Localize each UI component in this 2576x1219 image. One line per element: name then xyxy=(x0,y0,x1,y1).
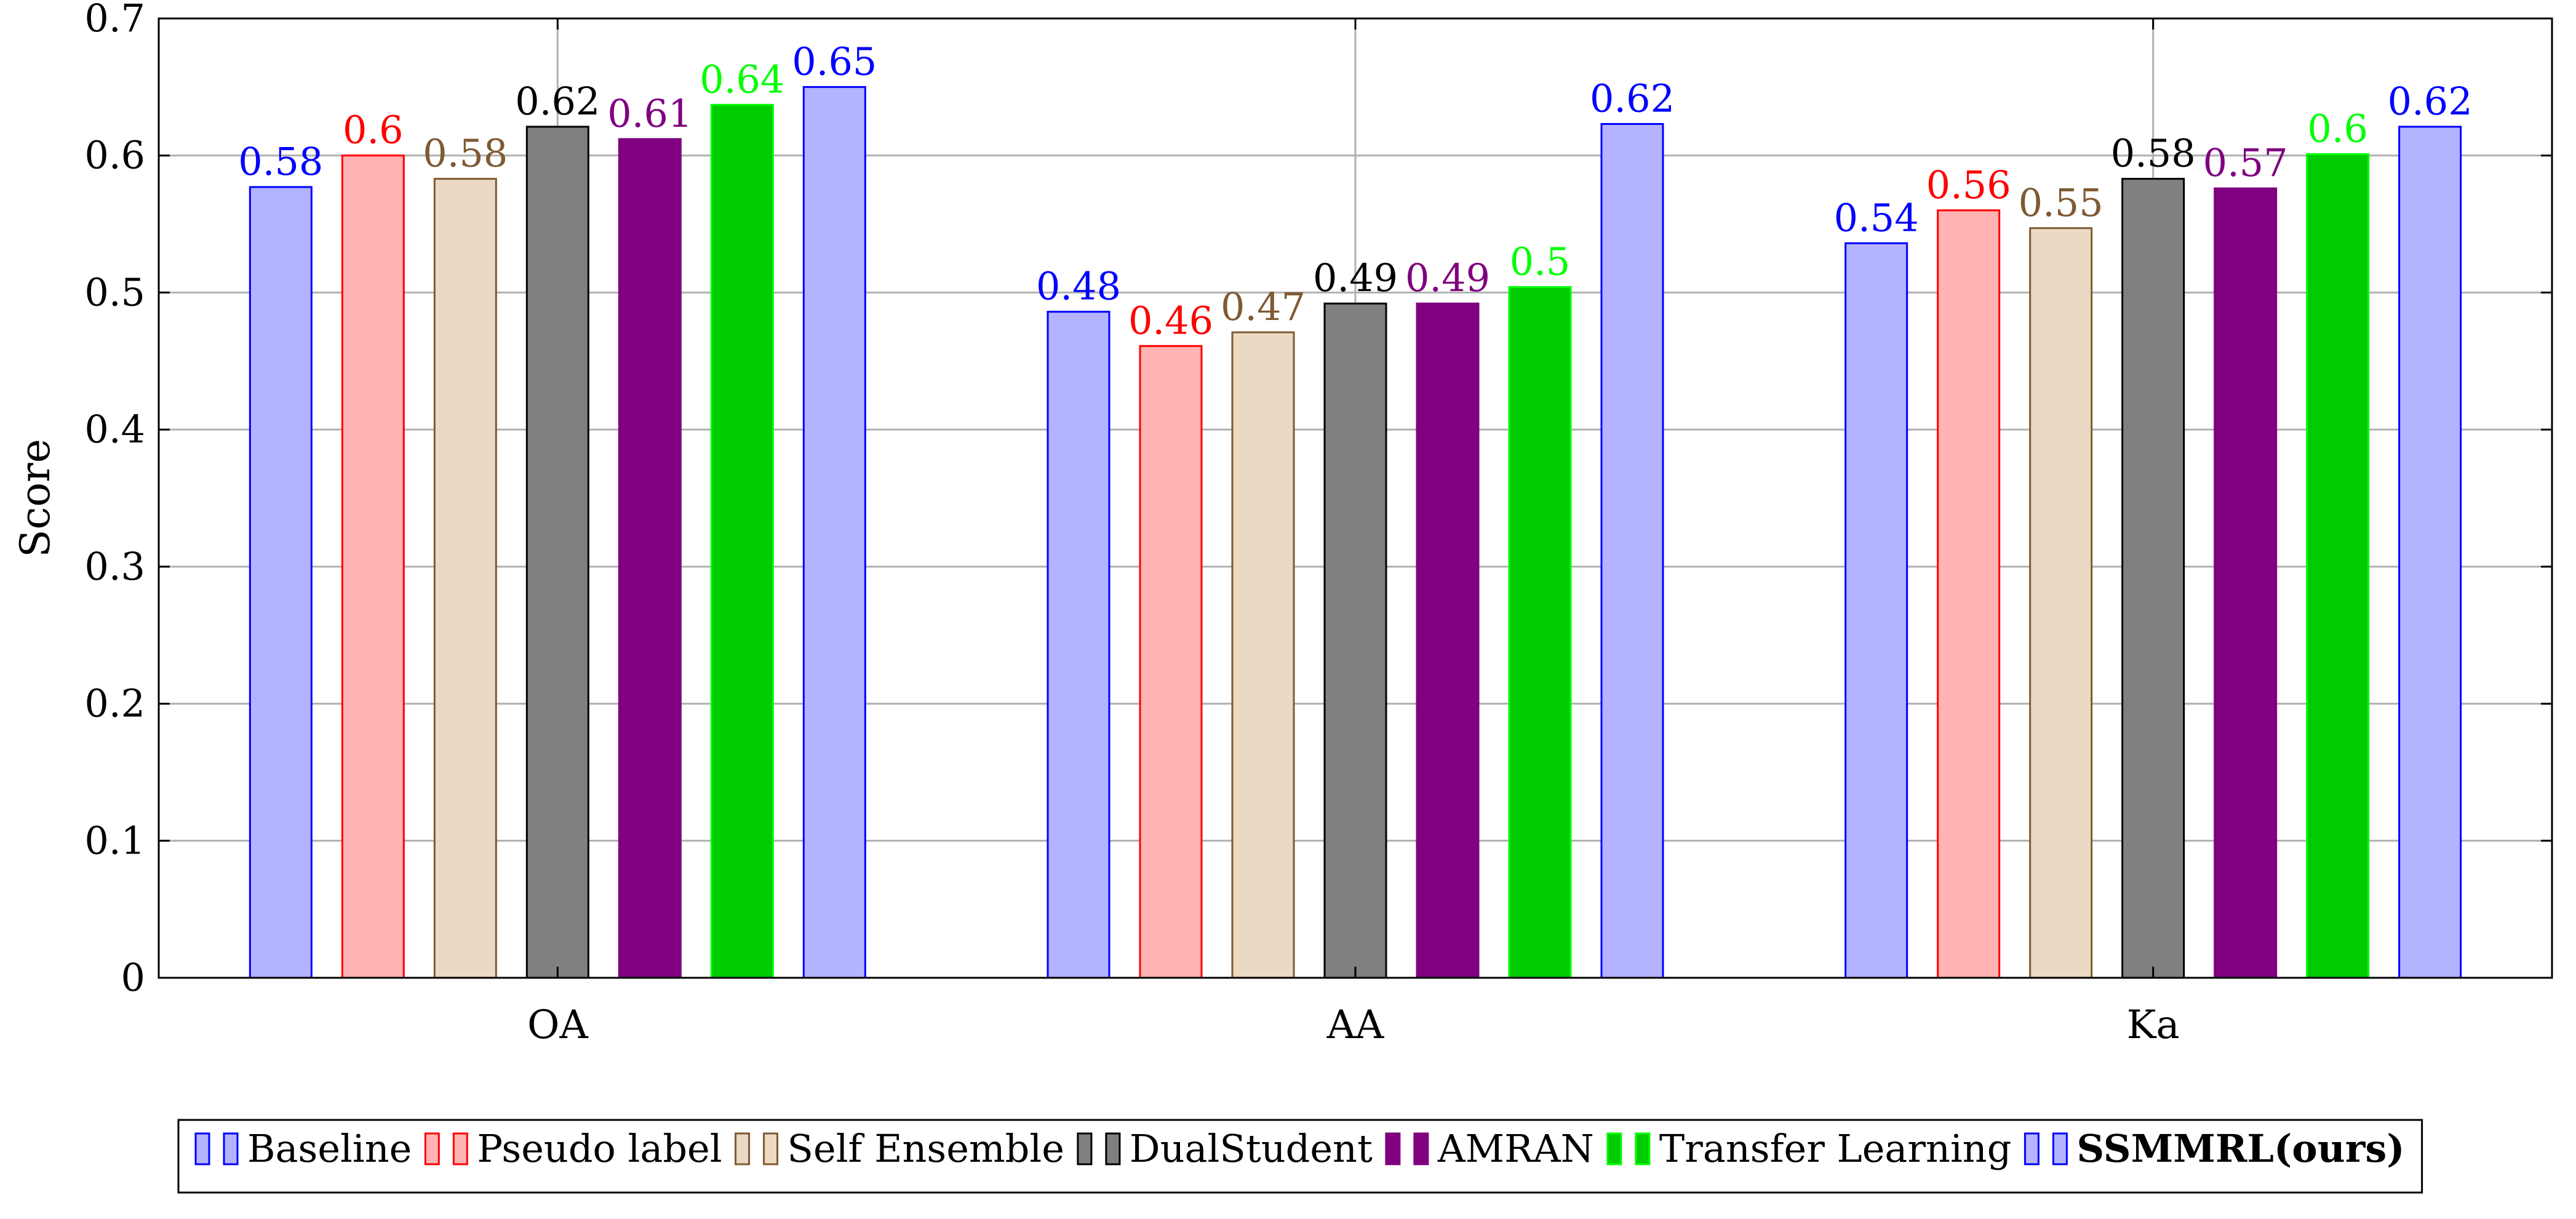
data-label-amran-ka: 0.57 xyxy=(2203,140,2288,185)
bar-pseudo-label-aa xyxy=(1139,345,1203,979)
legend-label-self-ensemble: Self Ensemble xyxy=(788,1126,1064,1171)
legend-swatch-dualstudent xyxy=(1105,1132,1121,1165)
bar-amran-ka xyxy=(2214,187,2278,979)
data-label-transfer-learning-oa: 0.64 xyxy=(700,57,784,102)
legend-label-pseudo-label: Pseudo label xyxy=(477,1126,722,1171)
data-label-pseudo-label-ka: 0.56 xyxy=(1926,162,2011,207)
bar-self-ensemble-aa xyxy=(1231,331,1295,979)
legend-swatch-pseudo-label xyxy=(452,1132,468,1165)
data-label-pseudo-label-aa: 0.46 xyxy=(1128,298,1213,343)
legend-label-dualstudent: DualStudent xyxy=(1130,1126,1373,1171)
data-label-pseudo-label-oa: 0.6 xyxy=(343,108,404,153)
legend-swatch-pseudo-label xyxy=(424,1132,440,1165)
data-label-ssmmrl-ours--aa: 0.62 xyxy=(1590,76,1675,121)
data-label-self-ensemble-ka: 0.55 xyxy=(2019,180,2103,225)
data-label-self-ensemble-aa: 0.47 xyxy=(1221,284,1306,329)
data-labels: 0.580.480.540.60.460.560.580.470.550.620… xyxy=(238,39,2472,343)
legend-swatch-self-ensemble xyxy=(735,1132,751,1165)
y-tick-label: 0 xyxy=(121,955,145,1000)
x-tick-label-oa: OA xyxy=(527,1002,588,1048)
legend-swatch-baseline xyxy=(194,1132,210,1165)
data-label-dualstudent-aa: 0.49 xyxy=(1313,255,1398,300)
y-tick-label: 0.1 xyxy=(84,818,145,863)
axes: 0 0.1 0.2 0.3 0.4 0.5 0.6 0.7 OA AA Ka xyxy=(84,0,2552,1048)
data-label-ssmmrl-ours--ka: 0.62 xyxy=(2388,79,2473,124)
bar-pseudo-label-oa xyxy=(341,154,405,979)
legend-swatch-amran xyxy=(1385,1132,1401,1165)
legend-swatch-ssmmrl-ours- xyxy=(2052,1132,2068,1165)
bar-ssmmrl-ours--aa xyxy=(1600,122,1664,979)
data-label-dualstudent-oa: 0.62 xyxy=(515,79,600,124)
bar-amran-oa xyxy=(618,138,682,979)
bar-pseudo-label-ka xyxy=(1937,209,2001,979)
data-label-amran-oa: 0.61 xyxy=(607,91,692,136)
legend-swatch-baseline xyxy=(223,1132,239,1165)
bar-baseline-ka xyxy=(1844,242,1908,979)
bar-self-ensemble-ka xyxy=(2029,227,2093,979)
data-label-ssmmrl-ours--oa: 0.65 xyxy=(792,39,877,84)
bar-baseline-aa xyxy=(1047,311,1111,979)
legend-swatch-transfer-learning xyxy=(1635,1132,1651,1165)
y-tick-label: 0.7 xyxy=(84,0,145,41)
legend-swatch-amran xyxy=(1413,1132,1429,1165)
data-label-transfer-learning-aa: 0.5 xyxy=(1510,239,1571,284)
bar-dualstudent-ka xyxy=(2121,178,2185,979)
legend-swatch-self-ensemble xyxy=(763,1132,779,1165)
bar-transfer-learning-aa xyxy=(1508,286,1572,979)
bar-transfer-learning-oa xyxy=(710,103,774,979)
legend-frame xyxy=(177,1119,2423,1194)
data-label-baseline-aa: 0.48 xyxy=(1036,264,1121,309)
y-tick-label: 0.4 xyxy=(84,407,145,452)
y-tick-label: 0.6 xyxy=(84,133,145,178)
bar-dualstudent-oa xyxy=(525,126,589,979)
legend-label-baseline: Baseline xyxy=(247,1126,412,1171)
bar-dualstudent-aa xyxy=(1323,302,1387,979)
data-label-dualstudent-ka: 0.58 xyxy=(2111,131,2196,176)
data-label-amran-aa: 0.49 xyxy=(1405,255,1490,300)
y-tick-label: 0.5 xyxy=(84,270,145,314)
legend-label-ssmmrl-ours-: SSMMRL(ours) xyxy=(2076,1126,2404,1171)
x-tick-label-aa: AA xyxy=(1326,1002,1384,1048)
x-tick-label-ka: Ka xyxy=(2127,1002,2180,1048)
legend-swatch-transfer-learning xyxy=(1606,1132,1622,1165)
y-axis-label: Score xyxy=(12,439,59,558)
legend-swatch-ssmmrl-ours- xyxy=(2024,1132,2040,1165)
data-label-self-ensemble-oa: 0.58 xyxy=(423,131,508,176)
legend-items: Baseline Pseudo label Self Ensemble DualStu… xyxy=(194,1126,2405,1171)
y-tick-label: 0.2 xyxy=(84,681,145,726)
y-tick-label: 0.3 xyxy=(84,544,145,589)
bar-transfer-learning-ka xyxy=(2306,153,2370,979)
data-label-baseline-ka: 0.54 xyxy=(1834,195,1919,240)
bar-baseline-oa xyxy=(249,186,313,979)
bars xyxy=(249,86,2462,979)
legend-label-transfer-learning: Transfer Learning xyxy=(1659,1126,2012,1171)
data-label-transfer-learning-ka: 0.6 xyxy=(2307,106,2368,151)
legend: Baseline Pseudo label Self Ensemble DualStu… xyxy=(177,1119,2423,1194)
bar-ssmmrl-ours--ka xyxy=(2398,126,2462,979)
legend-label-amran: AMRAN xyxy=(1437,1126,1594,1171)
bar-amran-aa xyxy=(1416,302,1480,979)
data-label-baseline-oa: 0.58 xyxy=(238,139,323,184)
bar-ssmmrl-ours--oa xyxy=(802,86,866,979)
legend-swatch-dualstudent xyxy=(1077,1132,1093,1165)
bar-self-ensemble-oa xyxy=(433,178,497,979)
